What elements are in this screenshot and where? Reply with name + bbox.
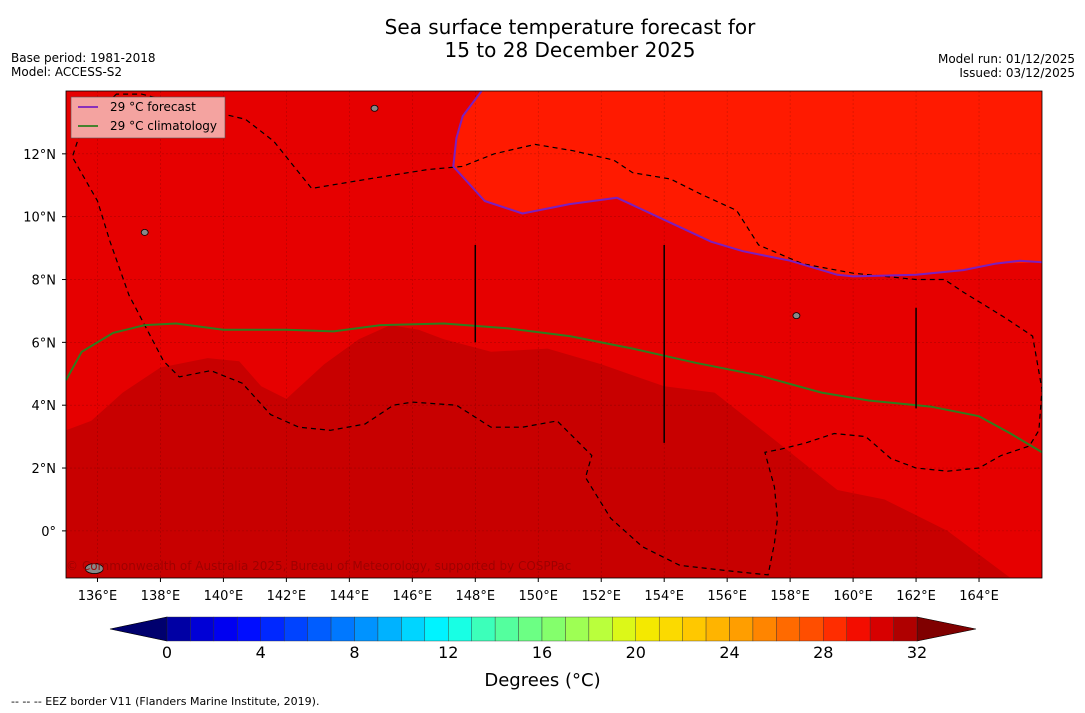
colorbar-bin-31 [893, 616, 918, 642]
x-tick-label-12: 160°E [833, 589, 873, 604]
colorbar-bin-24 [729, 616, 754, 642]
colorbar-tick-0: 0 [162, 643, 172, 662]
sst-region-2 [66, 325, 1011, 578]
sst-region-1 [453, 91, 1042, 277]
x-tick-label-5: 146°E [393, 589, 433, 604]
x-tick-label-0: 136°E [78, 589, 118, 604]
colorbar-bin-5 [283, 616, 308, 642]
colorbar-label: Degrees (°C) [484, 670, 601, 691]
issued-text: Issued: 03/12/2025 [959, 66, 1075, 80]
colorbar-bin-27 [799, 616, 824, 642]
colorbar-bin-2 [213, 616, 238, 642]
colorbar-tick-7: 28 [813, 643, 833, 662]
x-tick-label-1: 138°E [141, 589, 181, 604]
colorbar-tick-2: 8 [349, 643, 359, 662]
colorbar-tick-5: 20 [626, 643, 646, 662]
colorbar-bin-22 [682, 616, 707, 642]
chart-title-line2: 15 to 28 December 2025 [444, 38, 696, 62]
colorbar-bin-21 [658, 616, 683, 642]
legend-climatology-label: 29 °C climatology [110, 119, 217, 133]
y-tick-label-3: 6°N [32, 336, 57, 351]
colorbar-bin-1 [190, 616, 215, 642]
contour-line-forecast [452, 91, 1042, 278]
colorbar-bin-14 [494, 616, 519, 642]
colorbar-bin-0 [166, 616, 191, 642]
colorbar-bin-30 [869, 616, 894, 642]
colorbar-tick-3: 12 [438, 643, 458, 662]
colorbar-bin-19 [612, 616, 636, 642]
copyright-text: © Commonwealth of Australia 2025, Bureau… [66, 559, 571, 573]
land-pohnpei [792, 312, 801, 320]
colorbar-bin-18 [588, 616, 613, 642]
x-tick-label-11: 158°E [770, 589, 810, 604]
colorbar-min-arrow [109, 616, 168, 642]
colorbar-bin-23 [705, 616, 730, 642]
colorbar-bin-11 [424, 616, 449, 642]
colorbar-bin-13 [471, 616, 496, 642]
land-papua-coast [84, 563, 104, 574]
x-tick-label-6: 148°E [456, 589, 496, 604]
land-ngulu [140, 228, 149, 236]
colorbar-max-arrow [916, 616, 977, 642]
colorbar-bin-7 [330, 616, 355, 642]
x-tick-label-2: 140°E [204, 589, 244, 604]
colorbar-bin-20 [635, 616, 660, 642]
colorbar-bin-26 [776, 616, 801, 642]
x-tick-label-4: 144°E [330, 589, 370, 604]
colorbar-bin-10 [401, 616, 426, 642]
map-frame [65, 90, 1043, 579]
contour-line-climatology [66, 322, 1042, 454]
x-tick-label-9: 154°E [644, 589, 684, 604]
legend-box [70, 96, 226, 139]
colorbar-bin-16 [541, 616, 566, 642]
colorbar-bin-6 [307, 616, 332, 642]
x-tick-label-14: 164°E [959, 589, 999, 604]
colorbar-bin-9 [377, 616, 402, 642]
base-period-text: Base period: 1981-2018 [11, 51, 156, 65]
colorbar-bin-4 [260, 616, 285, 642]
colorbar-bin-29 [846, 616, 871, 642]
colorbar-tick-6: 24 [719, 643, 739, 662]
y-tick-label-5: 2°N [32, 462, 57, 477]
x-tick-label-10: 156°E [707, 589, 747, 604]
x-tick-label-13: 162°E [896, 589, 936, 604]
colorbar-bin-3 [237, 616, 261, 642]
model-run-text: Model run: 01/12/2025 [937, 52, 1075, 66]
colorbar-bin-28 [823, 616, 847, 642]
x-tick-label-7: 150°E [518, 589, 558, 604]
colorbar-bin-17 [565, 616, 590, 642]
map-axes: 136°E 138°E 140°E 142°E 144°E 146°E 148°E 150°E… [23, 148, 999, 604]
colorbar-tick-1: 4 [256, 643, 266, 662]
land-guam [370, 104, 379, 112]
colorbar-tick-4: 16 [532, 643, 552, 662]
eez-footnote: -- -- -- EEZ border V11 (Flanders Marine… [11, 695, 320, 708]
colorbar-bin-12 [448, 616, 472, 642]
colorbar-bin-8 [354, 616, 379, 642]
colorbar: 0 4 8 12 16 20 24 28 32 [109, 616, 977, 662]
y-tick-label-1: 10°N [23, 211, 56, 226]
map-area [66, 91, 1042, 578]
legend-forecast-label: 29 °C forecast [110, 100, 196, 114]
y-tick-label-4: 4°N [32, 399, 57, 414]
y-tick-label-0: 12°N [23, 148, 56, 163]
legend: 29 °C forecast 29 °C climatology [70, 96, 226, 139]
colorbar-bin-15 [518, 616, 543, 642]
chart-title-line1: Sea surface temperature forecast for [384, 15, 756, 39]
eez-border-0 [71, 93, 1042, 576]
model-text: Model: ACCESS-S2 [11, 65, 123, 79]
y-tick-label-2: 8°N [32, 274, 57, 289]
x-tick-label-3: 142°E [267, 589, 307, 604]
colorbar-bin-25 [752, 616, 777, 642]
y-tick-label-6: 0° [41, 525, 56, 540]
colorbar-tick-8: 32 [907, 643, 927, 662]
x-tick-label-8: 152°E [581, 589, 621, 604]
